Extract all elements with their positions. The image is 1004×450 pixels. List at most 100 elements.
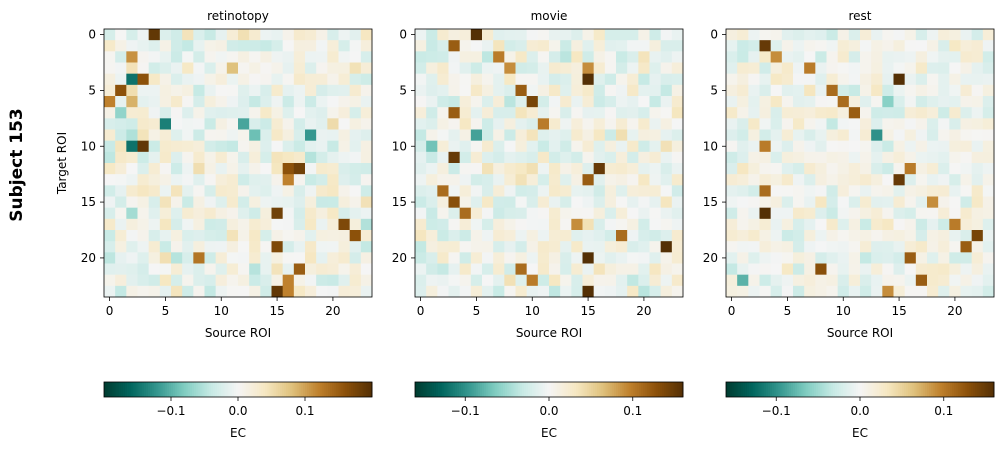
heatmap-cell xyxy=(604,218,617,231)
heatmap-cell xyxy=(748,252,760,264)
colorbar-segment xyxy=(985,382,989,397)
heatmap-cell xyxy=(193,174,205,186)
x-tick-label: 20 xyxy=(325,304,340,318)
heatmap-cell xyxy=(759,96,772,108)
heatmap-cell xyxy=(137,241,150,253)
heatmap-cell xyxy=(904,207,917,220)
heatmap-cell xyxy=(104,129,116,142)
heatmap-cell xyxy=(215,129,228,142)
heatmap-cell xyxy=(793,118,805,130)
heatmap-cell xyxy=(649,185,662,197)
heatmap-cell xyxy=(826,84,839,97)
heatmap-cell xyxy=(415,62,427,75)
heatmap-cell xyxy=(982,241,995,253)
heatmap-cell xyxy=(971,51,984,63)
heatmap-cell xyxy=(260,96,272,108)
heatmap-cell xyxy=(982,163,995,175)
colorbar-segment xyxy=(574,382,577,397)
heatmap-cell xyxy=(448,263,461,276)
heatmap-cell xyxy=(316,84,328,97)
heatmap-cell xyxy=(437,274,449,287)
colorbar-segment xyxy=(647,382,650,397)
heatmap-cell xyxy=(882,174,894,186)
colorbar-segment xyxy=(601,382,604,397)
x-axis-label: Source ROI xyxy=(205,326,271,340)
colorbar-segment xyxy=(880,382,884,397)
heatmap-cell xyxy=(104,51,116,63)
heatmap-cell xyxy=(271,207,284,220)
heatmap-cell xyxy=(560,40,572,52)
heatmap-cell xyxy=(437,84,449,97)
colorbar-segment xyxy=(423,382,426,397)
heatmap-cell xyxy=(159,151,172,164)
heatmap-cell xyxy=(493,151,505,164)
heatmap-cell xyxy=(726,118,738,130)
colorbar-segment xyxy=(505,382,508,397)
heatmap-cell xyxy=(316,62,328,75)
heatmap-cell xyxy=(426,151,438,164)
heatmap-cell xyxy=(193,29,205,41)
heatmap-cell xyxy=(793,129,805,142)
heatmap-cell xyxy=(604,230,617,242)
x-tick-label: 5 xyxy=(473,304,481,318)
heatmap-cell xyxy=(549,185,561,197)
heatmap-cell xyxy=(226,163,239,175)
heatmap-cell xyxy=(781,84,794,97)
heatmap-cell xyxy=(137,129,150,142)
colorbar-segment xyxy=(643,382,646,397)
heatmap-cell xyxy=(781,51,794,63)
colorbar-segment xyxy=(664,382,667,397)
heatmap-cell xyxy=(826,151,839,164)
heatmap-cell xyxy=(104,218,116,231)
heatmap-cell xyxy=(327,174,339,186)
colorbar-segment xyxy=(492,382,495,397)
heatmap-cell xyxy=(549,62,561,75)
colorbar-segment xyxy=(765,382,769,397)
y-tick-label: 10 xyxy=(703,139,718,153)
heatmap-cell xyxy=(671,285,684,298)
heatmap-cell xyxy=(148,151,161,164)
heatmap-cell xyxy=(115,241,127,253)
colorbar-segment xyxy=(513,382,516,397)
heatmap-cell xyxy=(593,196,606,209)
heatmap-cell xyxy=(781,107,794,119)
colorbar-segment xyxy=(328,382,331,397)
heatmap-cell xyxy=(582,118,595,130)
heatmap-cell xyxy=(560,107,572,119)
heatmap-cell xyxy=(649,62,662,75)
heatmap-cell xyxy=(904,151,917,164)
heatmap-cell xyxy=(671,29,684,41)
heatmap-cell xyxy=(971,107,984,119)
heatmap-cell xyxy=(837,96,850,108)
colorbar-segment xyxy=(603,382,606,397)
heatmap-cell xyxy=(104,40,116,52)
heatmap-cell xyxy=(660,29,673,41)
heatmap-cell xyxy=(882,73,894,86)
heatmap-cell xyxy=(470,252,483,264)
colorbar-segment xyxy=(820,382,823,397)
heatmap-cell xyxy=(971,151,984,164)
heatmap-cell xyxy=(215,274,228,287)
x-tick-label: 15 xyxy=(269,304,284,318)
heatmap-cell xyxy=(327,207,339,220)
heatmap-cell xyxy=(204,73,217,86)
heatmap-cell xyxy=(159,274,172,287)
heatmap-cell xyxy=(904,285,917,298)
heatmap-cell xyxy=(537,252,550,264)
colorbar-segment xyxy=(181,382,184,397)
heatmap-cell xyxy=(826,196,839,209)
heatmap-cell xyxy=(193,51,205,63)
colorbar-segment xyxy=(910,382,913,397)
heatmap-cell xyxy=(759,73,772,86)
heatmap-cell xyxy=(282,151,295,164)
heatmap-cell xyxy=(915,196,928,209)
heatmap-cell xyxy=(860,51,872,63)
heatmap-cell xyxy=(971,185,984,197)
heatmap-cell xyxy=(470,163,483,175)
heatmap-cell xyxy=(349,62,362,75)
heatmap-cell xyxy=(960,274,973,287)
colorbar-segment xyxy=(309,382,312,397)
colorbar-segment xyxy=(964,382,968,397)
heatmap-cell xyxy=(927,174,939,186)
colorbar-segment xyxy=(818,382,821,397)
